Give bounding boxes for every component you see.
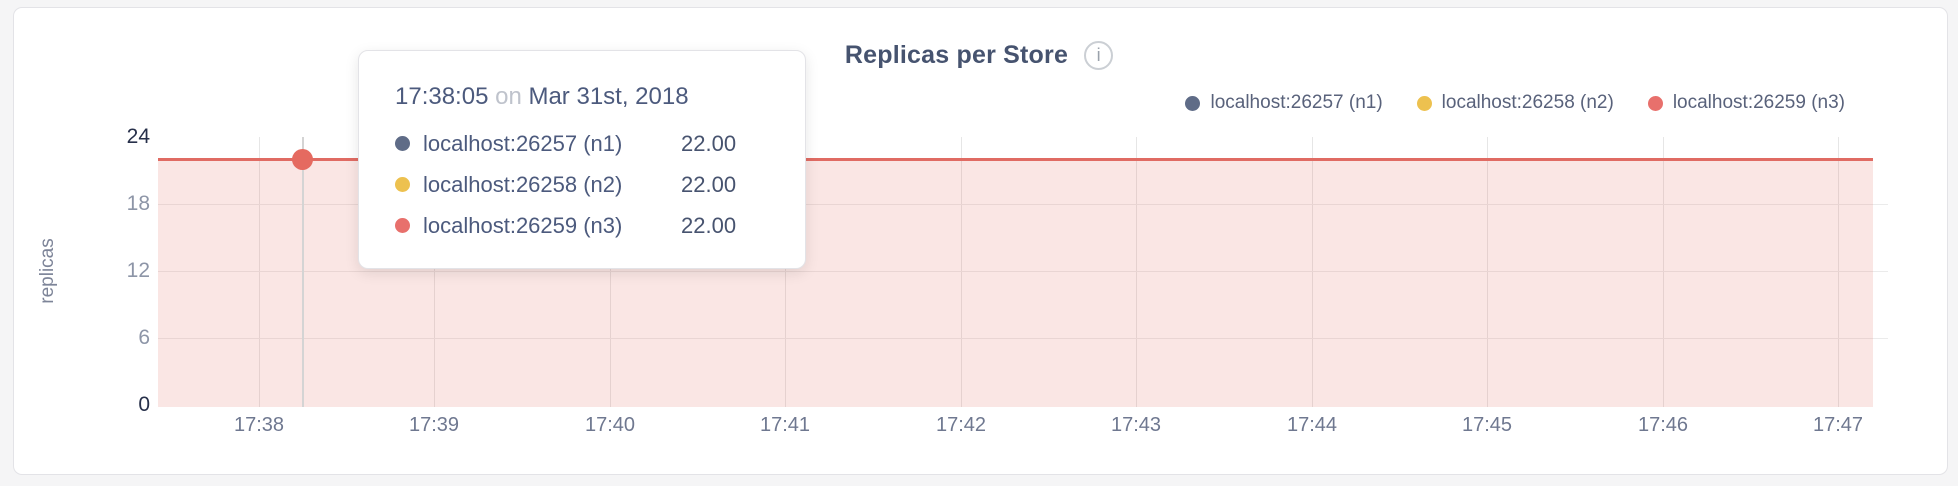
legend: localhost:26257 (n1) localhost:26258 (n2…	[1185, 92, 1845, 114]
gridline-horizontal	[158, 204, 1888, 205]
gridline-vertical	[1663, 137, 1664, 407]
tooltip-series-value: 22.00	[681, 171, 737, 197]
legend-item-n2[interactable]: localhost:26258 (n2)	[1416, 92, 1614, 114]
gridline-vertical	[1136, 137, 1137, 407]
legend-color-dot	[1647, 95, 1663, 111]
gridline-vertical	[1312, 137, 1313, 407]
hover-guideline	[302, 137, 304, 407]
x-axis: 17:38 17:39 17:40 17:41 17:42 17:43 17:4…	[158, 414, 1873, 444]
x-tick-label: 17:40	[584, 414, 636, 436]
legend-item-label: localhost:26259 (n3)	[1672, 92, 1845, 113]
y-tick-label: 24	[126, 125, 150, 148]
y-tick-label: 0	[138, 393, 150, 416]
chart-title: Replicas per Store	[844, 41, 1069, 69]
gridline-vertical	[961, 137, 962, 407]
x-tick-label: 17:45	[1461, 414, 1513, 436]
legend-item-label: localhost:26258 (n2)	[1441, 92, 1614, 113]
tooltip-time: 17:38:05	[395, 83, 489, 110]
tooltip-row: localhost:26259 (n3) 22.00	[395, 205, 779, 246]
tooltip-row: localhost:26257 (n1) 22.00	[395, 123, 779, 164]
legend-item-label: localhost:26257 (n1)	[1210, 92, 1383, 113]
gridline-vertical	[1487, 137, 1488, 407]
gridline-vertical	[1838, 137, 1839, 407]
y-tick-label: 6	[138, 326, 150, 349]
gridline-horizontal	[158, 338, 1888, 339]
chart-card	[13, 7, 1948, 475]
y-axis-title: replicas	[37, 238, 58, 304]
legend-item-n1[interactable]: localhost:26257 (n1)	[1185, 92, 1383, 114]
chart-header: Replicas per Store i	[0, 41, 1958, 70]
tooltip-color-dot	[395, 136, 410, 151]
y-tick-label: 18	[126, 192, 150, 215]
tooltip-date: Mar 31st, 2018	[528, 83, 689, 110]
legend-color-dot	[1185, 95, 1201, 111]
tooltip-row: localhost:26258 (n2) 22.00	[395, 164, 779, 205]
tooltip-header: 17:38:05 on Mar 31st, 2018	[395, 83, 779, 111]
gridline-horizontal	[158, 271, 1888, 272]
tooltip-color-dot	[395, 218, 410, 233]
x-tick-label: 17:38	[233, 414, 285, 436]
series-line	[158, 158, 1873, 161]
gridline-vertical	[434, 137, 435, 407]
legend-color-dot	[1416, 95, 1432, 111]
tooltip-conjunction: on	[495, 83, 522, 110]
y-axis: 24 18 12 6 0	[0, 0, 150, 486]
info-icon[interactable]: i	[1084, 41, 1114, 70]
legend-item-n3[interactable]: localhost:26259 (n3)	[1647, 92, 1845, 114]
tooltip-color-dot	[395, 177, 410, 192]
x-tick-label: 17:41	[759, 414, 811, 436]
gridline-vertical	[610, 137, 611, 407]
tooltip-series-label: localhost:26259 (n3)	[423, 212, 623, 238]
chart-tooltip: 17:38:05 on Mar 31st, 2018 localhost:262…	[358, 50, 806, 269]
tooltip-series-label: localhost:26257 (n1)	[423, 130, 623, 156]
tooltip-series-value: 22.00	[681, 130, 737, 156]
x-tick-label: 17:44	[1286, 414, 1338, 436]
gridline-vertical	[259, 137, 260, 407]
x-tick-label: 17:47	[1812, 414, 1864, 436]
x-tick-label: 17:46	[1637, 414, 1689, 436]
gridline-vertical	[785, 137, 786, 407]
y-tick-label: 12	[126, 259, 150, 282]
x-tick-label: 17:42	[935, 414, 987, 436]
hover-point-dot	[292, 149, 313, 170]
tooltip-series-value: 22.00	[681, 212, 737, 238]
x-tick-label: 17:39	[408, 414, 460, 436]
x-tick-label: 17:43	[1110, 414, 1162, 436]
tooltip-series-label: localhost:26258 (n2)	[423, 171, 623, 197]
